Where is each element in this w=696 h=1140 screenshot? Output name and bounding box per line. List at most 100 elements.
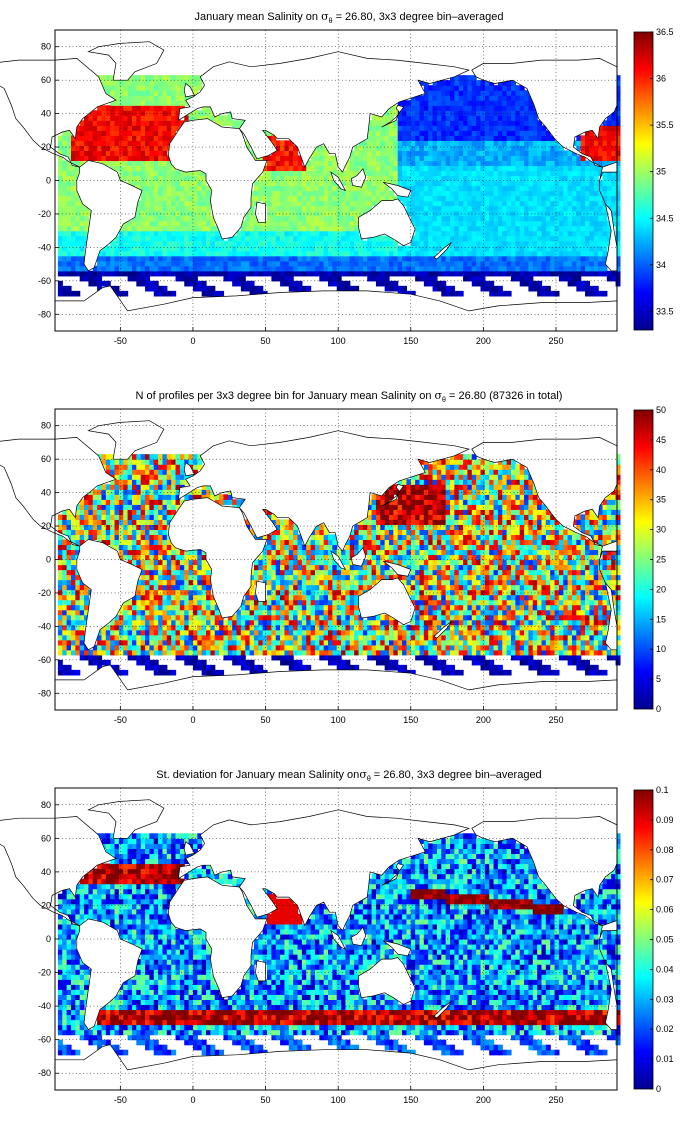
heatmap-cell [436, 280, 442, 287]
heatmap-cell [336, 265, 342, 272]
heatmap-cell [532, 280, 538, 287]
heatmap-cell [301, 270, 307, 277]
heatmap-cell [131, 604, 137, 611]
heatmap-cell [66, 554, 72, 561]
heatmap-cell [284, 255, 290, 262]
heatmap-cell [192, 614, 198, 621]
heatmap-cell [171, 255, 177, 262]
heatmap-cell [432, 195, 438, 202]
heatmap-cell [545, 200, 551, 207]
heatmap-cell [497, 255, 503, 262]
heatmap-cell [445, 180, 451, 187]
heatmap-cell [358, 240, 364, 247]
heatmap-cell [380, 195, 386, 202]
heatmap-cell [410, 290, 416, 297]
heatmap-cell [528, 285, 534, 292]
heatmap-cell [105, 110, 111, 116]
heatmap-cell [493, 125, 499, 131]
heatmap-cell [179, 634, 185, 641]
heatmap-cell [114, 90, 120, 96]
heatmap-cell [267, 255, 272, 262]
heatmap-cell [580, 280, 586, 287]
heatmap-cell [585, 140, 591, 146]
heatmap-cell [57, 170, 63, 177]
heatmap-cell [214, 270, 220, 277]
heatmap-cell [127, 160, 133, 167]
heatmap-cell [576, 245, 582, 252]
heatmap-cell [70, 549, 76, 556]
heatmap-cell [554, 145, 560, 151]
heatmap-cell [467, 225, 473, 232]
heatmap-cell [166, 190, 172, 197]
heatmap-cell [145, 155, 150, 162]
heatmap-cell [580, 225, 586, 232]
heatmap-cell [75, 644, 81, 651]
heatmap-cell [297, 225, 303, 232]
heatmap-cell [236, 280, 242, 287]
heatmap-cell [184, 210, 190, 217]
heatmap-cell [249, 190, 255, 197]
heatmap-cell [284, 240, 290, 247]
heatmap-cell [171, 195, 177, 202]
heatmap-cell [127, 524, 133, 530]
heatmap-cell [528, 210, 534, 217]
heatmap-cell [323, 185, 329, 192]
heatmap-cell [66, 589, 72, 596]
heatmap-cell [57, 260, 63, 267]
heatmap-cell [598, 245, 604, 252]
heatmap-cell [188, 180, 194, 187]
heatmap-cell [463, 165, 469, 172]
heatmap-cell [175, 195, 181, 202]
heatmap-cell [328, 260, 333, 267]
heatmap-cell [171, 494, 177, 500]
heatmap-cell [476, 95, 482, 101]
heatmap-cell [563, 275, 569, 282]
heatmap-cell [153, 504, 159, 510]
heatmap-cell [458, 210, 464, 217]
heatmap-cell [88, 275, 94, 282]
heatmap-cell [528, 215, 534, 222]
heatmap-cell [458, 180, 464, 187]
heatmap-cell [175, 235, 181, 242]
heatmap-cell [345, 190, 351, 197]
heatmap-cell [332, 165, 338, 172]
heatmap-cell [332, 255, 338, 262]
heatmap-cell [66, 619, 72, 626]
heatmap-cell [175, 464, 181, 470]
heatmap-cell [118, 105, 124, 111]
heatmap-cell [502, 210, 508, 217]
heatmap-cell [131, 240, 137, 247]
heatmap-cell [537, 230, 543, 237]
heatmap-cell [519, 190, 525, 197]
heatmap-cell [297, 165, 303, 172]
heatmap-cell [550, 215, 556, 222]
heatmap-cell [397, 180, 403, 187]
heatmap-cell [397, 110, 403, 116]
heatmap-cell [158, 170, 164, 177]
heatmap-cell [406, 125, 412, 131]
heatmap-cell [393, 145, 399, 151]
heatmap-cell [423, 205, 429, 212]
heatmap-cell [506, 80, 512, 86]
heatmap-cell [66, 604, 72, 611]
heatmap-cell [123, 599, 129, 606]
heatmap-cell [419, 240, 425, 247]
heatmap-cell [114, 145, 120, 151]
heatmap-cell [515, 205, 521, 212]
heatmap-cell [84, 225, 89, 232]
heatmap-cell [145, 170, 150, 177]
heatmap-cell [362, 245, 368, 252]
heatmap-cell [602, 260, 608, 267]
heatmap-cell [101, 524, 107, 530]
heatmap-cell [371, 180, 377, 187]
heatmap-cell [171, 75, 177, 81]
heatmap-cell [493, 110, 499, 116]
heatmap-cell [489, 220, 495, 227]
heatmap-cell [145, 285, 150, 292]
heatmap-cell [62, 285, 68, 292]
heatmap-cell [463, 230, 469, 237]
heatmap-cell [493, 85, 499, 91]
heatmap-cell [206, 235, 211, 242]
heatmap-cell [227, 255, 233, 262]
heatmap-cell [471, 230, 477, 237]
